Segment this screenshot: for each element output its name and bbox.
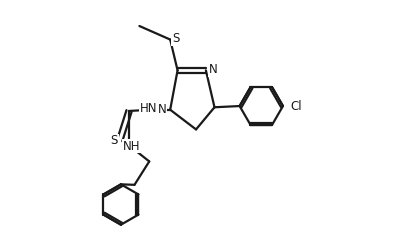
Text: Cl: Cl (290, 100, 302, 113)
Text: S: S (172, 32, 179, 45)
Text: NH: NH (123, 140, 140, 153)
Text: N: N (158, 103, 166, 116)
Text: HN: HN (140, 103, 158, 116)
Text: N: N (209, 63, 218, 76)
Text: S: S (111, 134, 118, 147)
